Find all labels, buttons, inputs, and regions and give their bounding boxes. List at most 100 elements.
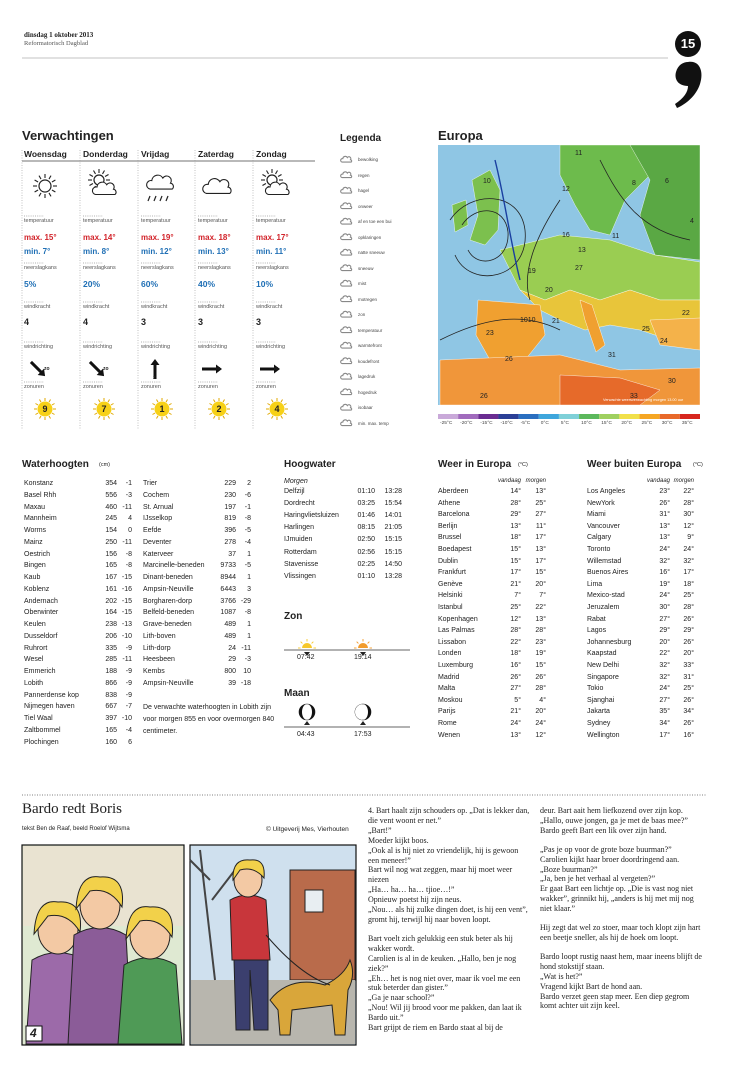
temp-today: 24° xyxy=(659,685,670,693)
sun-ray xyxy=(110,412,114,415)
day-name: Zondag xyxy=(256,149,287,159)
max-temp: max. 19° xyxy=(141,233,174,242)
change: -11 xyxy=(122,656,132,664)
cloud-icon xyxy=(340,326,353,334)
story-paragraph: „Ook al is hij niet zo vriendelijk, hij … xyxy=(368,845,519,865)
level: 164 xyxy=(105,609,117,617)
temp-today: 24° xyxy=(510,720,521,727)
station: Dusseldorf xyxy=(24,632,58,640)
tide-time: 03:25 xyxy=(357,500,375,508)
row-label: zonuren xyxy=(198,384,218,390)
city: New Delhi xyxy=(587,662,619,669)
map-temp: 4 xyxy=(690,218,694,225)
sun-ray xyxy=(156,415,159,419)
city: Sjanghai xyxy=(587,696,615,704)
legend-item: temperatuur xyxy=(358,327,383,333)
col-head: morgen xyxy=(673,478,694,484)
sun-ray xyxy=(222,399,225,403)
marker xyxy=(360,721,366,725)
row-label: zonuren xyxy=(141,384,161,390)
station: Katerveer xyxy=(143,550,174,558)
sun-ray xyxy=(213,399,216,403)
cloud-icon xyxy=(340,403,353,411)
cloud-icon xyxy=(340,388,353,396)
boy-legs xyxy=(233,959,269,1031)
sun-ray xyxy=(209,412,213,415)
sun-ray xyxy=(300,641,303,644)
level: 556 xyxy=(105,491,117,499)
change: -15 xyxy=(121,609,132,617)
city: Wellington xyxy=(587,731,620,739)
sun-ray xyxy=(280,399,283,403)
change: 4 xyxy=(128,515,132,523)
map-temp: 6 xyxy=(665,178,669,185)
sun-ray xyxy=(168,412,172,415)
sun-ray xyxy=(277,174,282,177)
story-paragraph: Opnieuw poetst hij zijn neus. xyxy=(368,895,462,905)
legend-item: onweer xyxy=(358,203,373,209)
sun-ray xyxy=(283,403,287,406)
story-paragraph: 4. Bart haalt zijn schouders op. „Dat is… xyxy=(368,806,530,825)
sun-hours: 2 xyxy=(216,404,222,414)
temp-tomorrow: 28° xyxy=(535,685,546,693)
level: 229 xyxy=(224,480,236,487)
sun-ray xyxy=(266,170,269,175)
sun-ray xyxy=(225,412,229,415)
scale-swatch xyxy=(558,414,580,419)
temp-tomorrow: 25° xyxy=(683,592,694,600)
scale-swatch xyxy=(458,414,479,419)
level: 29 xyxy=(228,656,236,664)
row-label: temperatuur xyxy=(198,218,228,224)
sun-ray xyxy=(209,403,213,406)
temp-tomorrow: 13° xyxy=(535,488,546,495)
change: -8 xyxy=(244,515,251,523)
sun-hours-badge xyxy=(37,401,53,417)
sun-ray xyxy=(267,403,271,406)
level: 202 xyxy=(105,597,117,605)
legend-item: min. max. temp xyxy=(358,420,389,426)
station: Koblenz xyxy=(24,585,50,593)
sun-ray xyxy=(34,179,39,183)
change: -4 xyxy=(244,538,251,546)
tide-time: 21:05 xyxy=(384,524,402,532)
comma-logo xyxy=(675,61,702,108)
station: Zaltbommel xyxy=(24,726,61,734)
change: 1 xyxy=(247,550,251,558)
station: Cochem xyxy=(143,491,170,499)
story-paragraph: Bart voelt zich gelukkig een stuk beter … xyxy=(368,933,513,953)
page-number: 15 xyxy=(680,36,696,51)
rain-drop xyxy=(165,195,169,202)
legend-item: bewolking xyxy=(358,157,379,162)
comic-copyright: © Uitgeverij Mes, Vierhouten xyxy=(266,826,349,833)
cloud-icon xyxy=(91,181,117,196)
cloud-icon xyxy=(340,341,353,349)
sun-hours-badge xyxy=(96,401,112,417)
level: 230 xyxy=(224,491,236,499)
day-name: Vrijdag xyxy=(141,149,170,159)
city: Londen xyxy=(438,650,462,658)
temp-today: 27° xyxy=(659,615,670,623)
map-temp: 11 xyxy=(575,150,583,157)
station: Ruhrort xyxy=(24,644,48,652)
moon-shade xyxy=(299,704,307,720)
temp-today: 24° xyxy=(659,546,670,553)
sun-ray xyxy=(356,641,359,644)
sun-ray xyxy=(102,170,105,175)
station: Ampsin-Neuville xyxy=(143,679,194,687)
map-temp: 25 xyxy=(642,326,650,333)
scale-swatch xyxy=(619,414,640,419)
temp-tomorrow: 32° xyxy=(683,557,694,565)
temp-today: 22° xyxy=(659,650,670,658)
land xyxy=(649,317,701,351)
water-note: De verwachte waterhoogten in Lobith zijn… xyxy=(143,704,275,735)
map-temp: 20 xyxy=(545,287,553,294)
temp-today: 13° xyxy=(510,522,521,530)
temp-tomorrow: 24° xyxy=(683,546,694,553)
temp-tomorrow: 31° xyxy=(683,673,694,681)
cloud-icon xyxy=(340,310,353,318)
city: Genève xyxy=(438,580,463,588)
legend-item: hagel xyxy=(358,188,370,193)
level: 460 xyxy=(105,503,117,511)
city: Barcelona xyxy=(438,511,470,519)
change: -1 xyxy=(244,503,251,511)
